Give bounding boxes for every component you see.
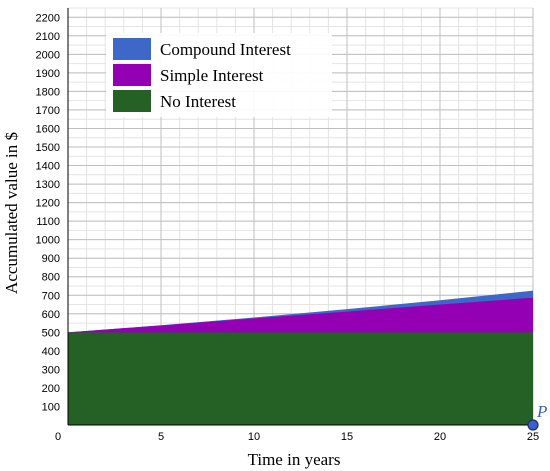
y-tick-label: 300 bbox=[42, 364, 60, 376]
point-marker[interactable] bbox=[527, 419, 539, 431]
x-tick-label: 0 bbox=[55, 431, 61, 443]
y-tick-label: 1400 bbox=[36, 161, 60, 173]
y-tick-label: 1100 bbox=[36, 216, 60, 228]
y-tick-label: 1300 bbox=[36, 179, 60, 191]
y-tick-label: 2000 bbox=[36, 49, 60, 61]
y-tick-label: 2200 bbox=[36, 12, 60, 24]
axes bbox=[67, 8, 533, 426]
y-tick-label: 600 bbox=[42, 309, 60, 321]
y-tick-label: 1900 bbox=[36, 68, 60, 80]
x-tick-label: 25 bbox=[527, 431, 539, 443]
point-label: P bbox=[536, 402, 547, 421]
y-tick-labels: 100 200 300 400 500 600 700 800 900 1000 1100 1200 1… bbox=[36, 12, 60, 413]
y-tick-label: 800 bbox=[42, 272, 60, 284]
y-tick-label: 700 bbox=[42, 290, 60, 302]
legend: Compound Interest Simple Interest No Inter… bbox=[106, 33, 332, 117]
y-tick-label: 1000 bbox=[36, 235, 60, 247]
y-tick-label: 1800 bbox=[36, 86, 60, 98]
y-tick-label: 400 bbox=[42, 346, 60, 358]
point-p[interactable]: P bbox=[527, 402, 547, 431]
area-series bbox=[68, 290, 533, 425]
legend-swatch bbox=[113, 38, 151, 60]
x-tick-label: 5 bbox=[158, 431, 164, 443]
legend-label: No Interest bbox=[160, 92, 236, 111]
x-tick-label: 10 bbox=[248, 431, 260, 443]
x-tick-label: 15 bbox=[341, 431, 353, 443]
y-axis-title: Accumulated value in $ bbox=[2, 132, 21, 294]
y-tick-label: 1700 bbox=[36, 105, 60, 117]
x-tick-label: 20 bbox=[434, 431, 446, 443]
area-no-interest bbox=[68, 332, 533, 425]
legend-swatch bbox=[113, 90, 151, 112]
y-tick-label: 900 bbox=[42, 253, 60, 265]
legend-swatch bbox=[113, 64, 151, 86]
x-axis-title: Time in years bbox=[248, 450, 341, 469]
y-tick-label: 1500 bbox=[36, 142, 60, 154]
y-tick-label: 1200 bbox=[36, 198, 60, 210]
y-tick-label: 2100 bbox=[36, 31, 60, 43]
y-tick-label: 200 bbox=[42, 383, 60, 395]
y-tick-label: 1600 bbox=[36, 123, 60, 135]
y-tick-label: 100 bbox=[42, 401, 60, 413]
legend-label: Compound Interest bbox=[160, 40, 291, 59]
x-tick-labels: 0 5 10 15 20 25 bbox=[55, 431, 539, 443]
y-tick-label: 500 bbox=[42, 327, 60, 339]
legend-label: Simple Interest bbox=[160, 66, 264, 85]
